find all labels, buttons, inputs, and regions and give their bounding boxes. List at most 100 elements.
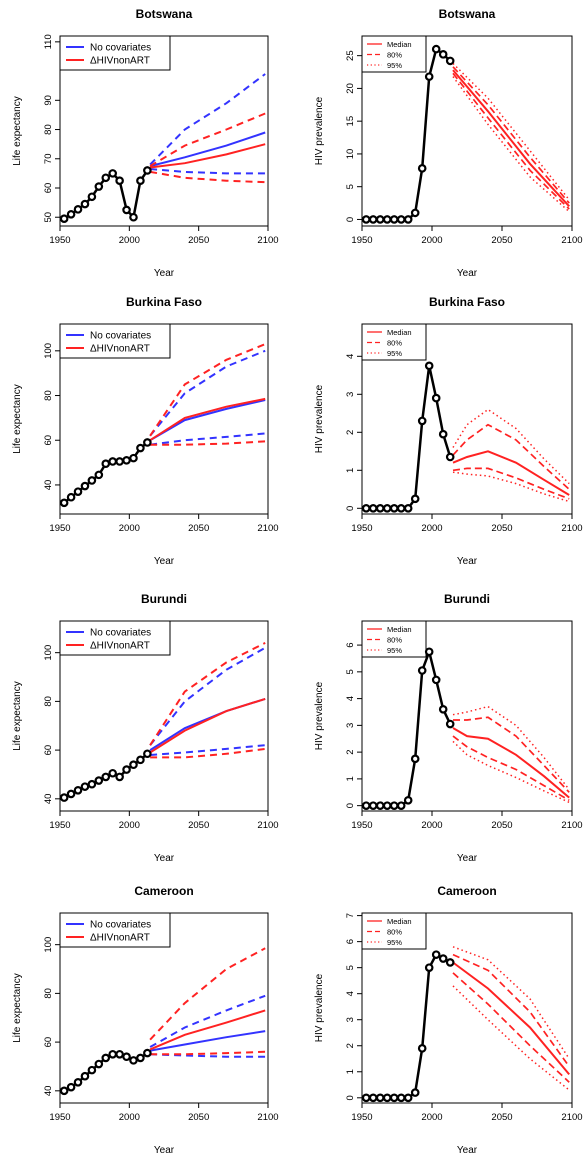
chart-title: Burundi bbox=[444, 592, 490, 606]
y-tick-label: 3 bbox=[345, 723, 356, 728]
series-lower-line bbox=[150, 1050, 266, 1056]
observed-point bbox=[403, 215, 413, 224]
chart-title: Burundi bbox=[141, 592, 187, 606]
y-tick-label: 60 bbox=[43, 435, 54, 446]
series-lower-line bbox=[150, 168, 266, 175]
y-tick-label: 15 bbox=[345, 116, 356, 127]
ci95-lower-line bbox=[452, 740, 570, 804]
series-lower-line bbox=[150, 744, 266, 756]
panel-hiv-cameroon: Cameroon 1950 2000 2050 2100 0 1 2 3 4 5 6 7 Year HIV … bbox=[314, 884, 583, 1156]
observed-point bbox=[410, 494, 420, 504]
observed-point bbox=[136, 443, 145, 453]
legend-label: 80% bbox=[387, 50, 402, 59]
x-axis-label: Year bbox=[154, 268, 175, 279]
x-tick-label: 2050 bbox=[491, 235, 512, 246]
y-tick-label: 60 bbox=[43, 1037, 54, 1048]
observed-point bbox=[375, 215, 385, 224]
y-tick-label: 3 bbox=[345, 1017, 356, 1022]
x-tick-label: 1950 bbox=[49, 820, 70, 831]
legend-box bbox=[59, 912, 171, 948]
panel-hiv-burundi: Burundi 1950 2000 2050 2100 0 1 2 3 4 5 6 Year HIV pr… bbox=[314, 592, 583, 864]
observed-point bbox=[445, 452, 455, 462]
series-lower-line bbox=[150, 440, 266, 446]
x-tick-label: 2000 bbox=[421, 235, 442, 246]
series-lower-line bbox=[149, 432, 266, 446]
observed-point bbox=[396, 1093, 406, 1103]
observed-point bbox=[375, 801, 385, 810]
y-tick-label: 100 bbox=[43, 343, 54, 359]
x-tick-label: 2050 bbox=[188, 523, 209, 534]
observed-point bbox=[431, 675, 441, 685]
legend-box bbox=[361, 323, 427, 361]
observed-point bbox=[382, 801, 392, 810]
observed-point bbox=[410, 1088, 420, 1097]
observed-point bbox=[73, 785, 83, 795]
y-tick-label: 1 bbox=[345, 468, 356, 473]
observed-point bbox=[87, 1065, 97, 1075]
x-tick-label: 2100 bbox=[561, 820, 582, 831]
x-tick-label: 2050 bbox=[491, 1112, 512, 1123]
series-upper-line bbox=[149, 349, 266, 437]
legend-label: 95% bbox=[387, 61, 402, 70]
legend-box bbox=[59, 35, 171, 71]
x-tick-label: 2050 bbox=[188, 235, 209, 246]
observed-point bbox=[94, 1059, 104, 1069]
observed-point bbox=[431, 393, 441, 403]
legend-label: ΔHIVnonART bbox=[90, 933, 150, 944]
observed-point bbox=[115, 1049, 124, 1059]
ci80-lower-line bbox=[452, 72, 570, 210]
y-tick-label: 40 bbox=[43, 480, 54, 491]
observed-point bbox=[389, 503, 399, 513]
legend-label: 80% bbox=[387, 338, 402, 347]
observed-point bbox=[368, 801, 378, 810]
observed-point bbox=[438, 50, 448, 59]
y-tick-label: 80 bbox=[43, 124, 54, 135]
observed-point bbox=[431, 44, 441, 54]
y-tick-label: 80 bbox=[43, 390, 54, 401]
median-projection-line bbox=[452, 961, 570, 1076]
ci95-upper-line bbox=[452, 62, 570, 201]
y-axis-label: Life expectancy bbox=[12, 384, 23, 454]
chart-title: Cameroon bbox=[437, 884, 496, 898]
observed-point bbox=[410, 208, 420, 218]
observed-point bbox=[122, 765, 131, 774]
observed-point bbox=[101, 772, 111, 782]
observed-point bbox=[80, 481, 90, 491]
x-tick-label: 1950 bbox=[351, 1112, 372, 1123]
series-median-line bbox=[149, 697, 266, 754]
ci80-upper-line bbox=[452, 423, 570, 490]
observed-point bbox=[368, 1093, 378, 1103]
observed-point bbox=[59, 214, 69, 223]
observed-point bbox=[361, 215, 371, 224]
observed-point bbox=[80, 782, 90, 791]
y-axis-label: HIV prevalence bbox=[314, 681, 325, 750]
legend-label: No covariates bbox=[90, 920, 151, 931]
x-tick-label: 2100 bbox=[561, 523, 582, 534]
observed-point bbox=[66, 789, 76, 799]
observed-point bbox=[122, 456, 131, 465]
y-tick-label: 100 bbox=[43, 645, 54, 661]
x-axis-label: Year bbox=[154, 1145, 175, 1156]
observed-point bbox=[438, 705, 448, 714]
observed-point bbox=[417, 666, 427, 675]
y-tick-label: 40 bbox=[43, 794, 54, 805]
y-tick-label: 25 bbox=[345, 50, 356, 61]
x-tick-label: 1950 bbox=[49, 523, 70, 534]
x-tick-label: 2000 bbox=[421, 1112, 442, 1123]
y-tick-label: 2 bbox=[345, 749, 356, 754]
observed-point bbox=[143, 749, 152, 759]
x-axis-label: Year bbox=[457, 556, 478, 567]
y-tick-label: 0 bbox=[345, 803, 356, 808]
y-tick-label: 60 bbox=[43, 745, 54, 756]
observed-point bbox=[59, 793, 69, 802]
x-tick-label: 2050 bbox=[188, 820, 209, 831]
series-upper-line bbox=[149, 642, 266, 746]
series-upper-line bbox=[149, 112, 266, 167]
observed-point bbox=[424, 647, 434, 657]
series-median-line bbox=[149, 131, 266, 168]
plot-frame bbox=[361, 323, 573, 515]
observed-point bbox=[368, 503, 378, 513]
legend: No covariates ΔHIVnonART bbox=[59, 912, 171, 948]
observed-point bbox=[361, 801, 371, 810]
y-tick-label: 0 bbox=[345, 1095, 356, 1100]
